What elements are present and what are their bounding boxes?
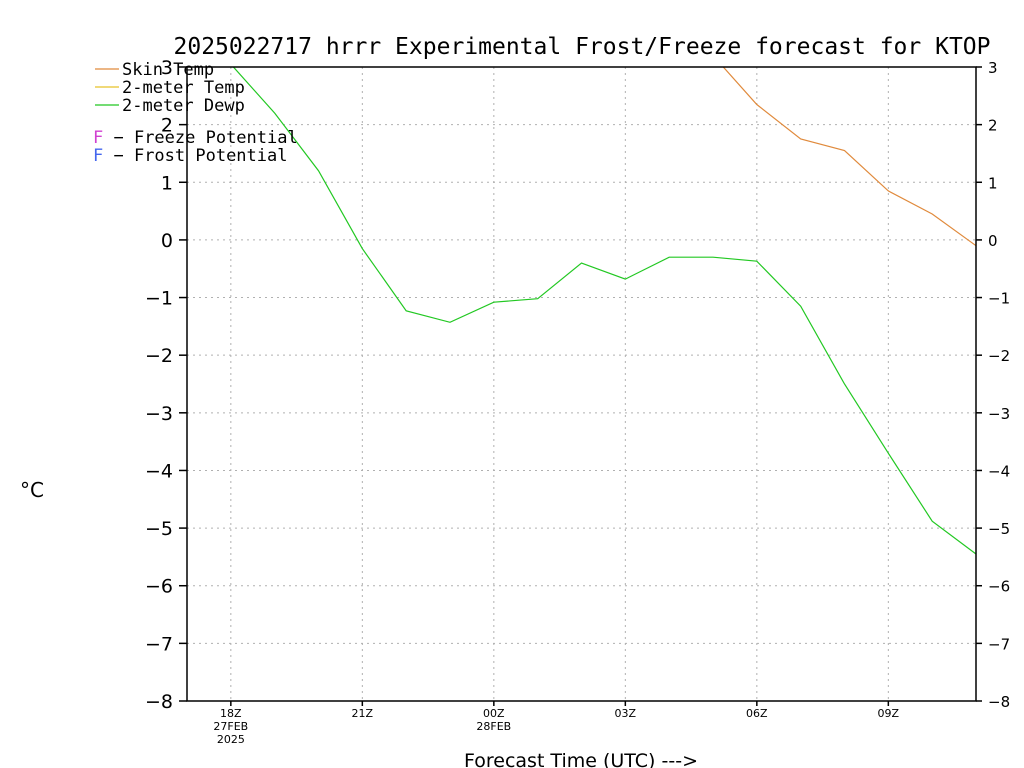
- series-line-skin-temp: [722, 67, 976, 247]
- y-tick-label: −1: [145, 288, 173, 310]
- legend-label: 2-meter Dewp: [122, 96, 245, 116]
- potential-letter: F: [93, 128, 103, 148]
- y-tick-label-right: −8: [988, 693, 1010, 711]
- y-tick-label-right: −1: [988, 290, 1010, 308]
- grid-lines: [187, 67, 976, 701]
- x-tick-label: 28FEB: [476, 720, 511, 733]
- chart-title: 2025022717 hrrr Experimental Frost/Freez…: [174, 34, 991, 60]
- y-tick-label: −3: [145, 403, 173, 425]
- y-tick-label-right: −7: [988, 635, 1010, 653]
- potential-text: − Frost Potential: [103, 146, 287, 166]
- y-tick-label-right: 1: [988, 174, 998, 192]
- x-tick-label: 06Z: [746, 707, 768, 720]
- y-tick-label: −6: [145, 576, 173, 598]
- x-tick-label: 21Z: [352, 707, 374, 720]
- legend-label: Skin Temp: [122, 60, 214, 80]
- y-tick-label-right: 2: [988, 117, 998, 135]
- x-tick-label: 18Z: [220, 707, 242, 720]
- y-tick-label: −5: [145, 518, 173, 540]
- y-tick-label-right: −3: [988, 405, 1010, 423]
- y-tick-label: 1: [161, 172, 173, 194]
- plot-frame: [186, 66, 977, 702]
- series-line-2-meter-dewp: [232, 67, 976, 555]
- x-tick-label: 27FEB: [213, 720, 248, 733]
- y-axis-right: 3 2 1 0 −1 −2 −3 −4 −5 −6 −7 −8: [976, 59, 1010, 711]
- y-tick-label: 2: [161, 115, 173, 137]
- potential-legend-item: F − Freeze Potential: [93, 128, 298, 148]
- potential-legend-item: F − Frost Potential: [93, 146, 287, 166]
- y-tick-label: −4: [145, 460, 173, 482]
- y-tick-label-right: −2: [988, 347, 1010, 365]
- y-tick-label: −2: [145, 345, 173, 367]
- y-tick-label: 0: [161, 230, 173, 252]
- x-tick-label: 2025: [217, 733, 245, 746]
- x-tick-label: 09Z: [878, 707, 900, 720]
- potential-letter: F: [93, 146, 103, 166]
- y-tick-label: −8: [145, 691, 173, 713]
- x-axis-label: Forecast Time (UTC) --->: [464, 750, 698, 768]
- y-tick-label-right: −5: [988, 520, 1010, 538]
- y-tick-label: 3: [161, 57, 173, 79]
- y-axis-left: 3 2 1 0 −1 −2 −3 −4 −5 −6 −7 −8: [145, 57, 187, 713]
- y-tick-label-right: −6: [988, 578, 1010, 596]
- y-axis-label: °C: [20, 478, 44, 502]
- series-lines: [232, 67, 976, 555]
- y-tick-label-right: −4: [988, 462, 1010, 480]
- potential-text: − Freeze Potential: [103, 128, 297, 148]
- y-tick-label-right: 0: [988, 232, 998, 250]
- x-tick-label: 03Z: [615, 707, 637, 720]
- x-tick-label: 00Z: [483, 707, 505, 720]
- legend-label: 2-meter Temp: [122, 78, 245, 98]
- y-tick-label-right: 3: [988, 59, 998, 77]
- y-tick-label: −7: [145, 633, 173, 655]
